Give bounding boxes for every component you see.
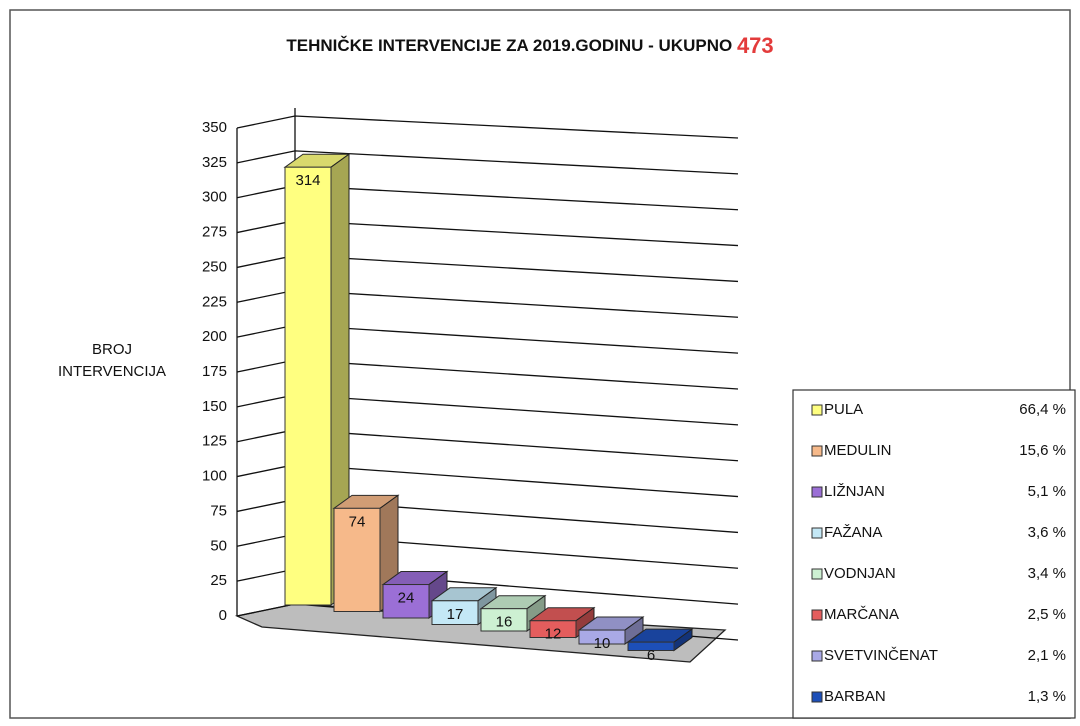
- legend-swatch: [811, 404, 823, 416]
- title-total: 473: [737, 33, 774, 58]
- legend-swatch: [811, 609, 823, 621]
- y-tick-label: 325: [202, 154, 227, 171]
- y-tick-label: 225: [202, 293, 227, 310]
- legend-share: 3,4 %: [1028, 565, 1066, 582]
- legend-share: 5,1 %: [1028, 483, 1066, 500]
- legend-label: PULA: [824, 401, 863, 418]
- y-axis-label: INTERVENCIJA: [58, 363, 166, 380]
- grid-line: [236, 115, 739, 139]
- bar: [284, 166, 332, 606]
- y-tick-label: 350: [202, 119, 227, 136]
- bar: [627, 641, 675, 651]
- legend-swatch: [811, 486, 823, 498]
- bar: [480, 608, 528, 632]
- legend-box: [792, 389, 1076, 719]
- y-tick-label: 100: [202, 468, 227, 485]
- legend-label: BARBAN: [824, 688, 886, 705]
- legend-swatch: [811, 527, 823, 539]
- legend-share: 2,5 %: [1028, 606, 1066, 623]
- value-label: 314: [295, 172, 320, 189]
- value-label: 12: [545, 626, 562, 643]
- legend-label: MARČANA: [824, 606, 899, 623]
- y-tick-label: 300: [202, 189, 227, 206]
- legend-swatch: [811, 568, 823, 580]
- y-tick-label: 25: [210, 572, 227, 589]
- legend-swatch: [811, 445, 823, 457]
- legend-swatch: [811, 650, 823, 662]
- title-text: TEHNIČKE INTERVENCIJE ZA 2019.GODINU - U…: [286, 36, 732, 55]
- value-label: 17: [447, 606, 464, 623]
- bar: [431, 600, 479, 625]
- value-label: 24: [398, 590, 415, 607]
- y-tick-label: 50: [210, 537, 227, 554]
- legend-share: 3,6 %: [1028, 524, 1066, 541]
- value-label: 10: [594, 635, 611, 652]
- y-tick-label: 150: [202, 398, 227, 415]
- value-label: 74: [349, 513, 366, 530]
- legend-share: 15,6 %: [1019, 442, 1066, 459]
- legend-label: MEDULIN: [824, 442, 892, 459]
- y-tick-label: 250: [202, 258, 227, 275]
- y-tick-label: 75: [210, 502, 227, 519]
- bar: [382, 584, 430, 619]
- y-tick-label: 175: [202, 363, 227, 380]
- legend-label: FAŽANA: [824, 524, 882, 541]
- value-label: 6: [647, 647, 655, 664]
- y-tick-label: 0: [219, 607, 227, 624]
- y-tick-label: 200: [202, 328, 227, 345]
- y-tick-label: 275: [202, 224, 227, 241]
- chart-title: TEHNIČKE INTERVENCIJE ZA 2019.GODINU - U…: [286, 33, 773, 58]
- legend-label: LIŽNJAN: [824, 483, 885, 500]
- y-tick-label: 125: [202, 433, 227, 450]
- value-label: 16: [496, 614, 513, 631]
- legend-label: SVETVINČENAT: [824, 647, 938, 664]
- legend-share: 2,1 %: [1028, 647, 1066, 664]
- legend-label: VODNJAN: [824, 565, 896, 582]
- bar: [578, 629, 626, 645]
- bar: [529, 620, 577, 638]
- grid-line: [236, 150, 739, 175]
- legend-share: 66,4 %: [1019, 401, 1066, 418]
- bar: [333, 507, 381, 612]
- legend-swatch: [811, 691, 823, 703]
- legend-share: 1,3 %: [1028, 688, 1066, 705]
- y-axis-label: BROJ: [92, 341, 132, 358]
